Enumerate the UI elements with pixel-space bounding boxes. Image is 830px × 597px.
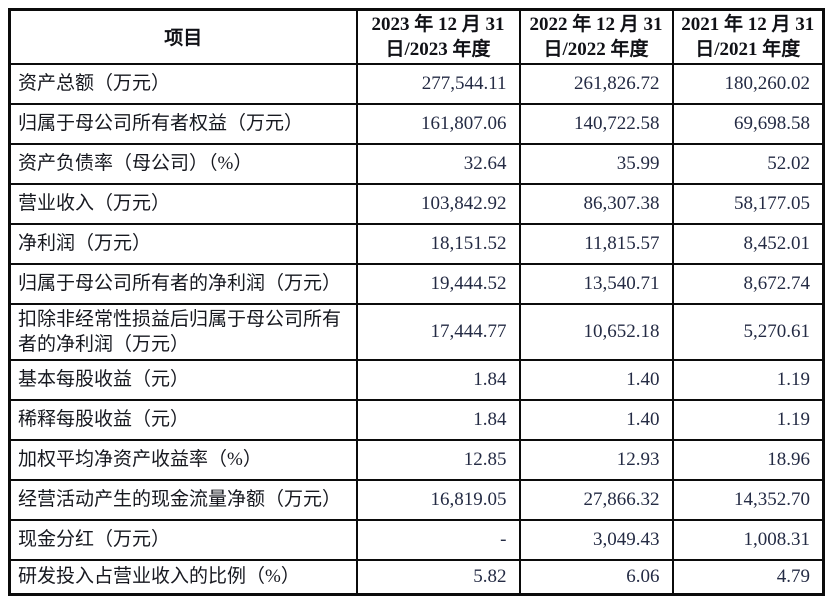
column-header-2023-line2: 日/2023 年度	[385, 38, 491, 60]
row-label: 扣除非经常性损益后归属于母公司所有者的净利润（万元）	[8, 302, 358, 361]
value-2022: 12.93	[518, 438, 674, 481]
value-2021: 18.96	[671, 438, 825, 481]
value-2022: 1.40	[518, 398, 674, 441]
value-2023: 277,544.11	[355, 62, 521, 105]
value-2022: 261,826.72	[518, 62, 674, 105]
value-2023: 5.82	[355, 558, 521, 596]
row-label: 归属于母公司所有者的净利润（万元）	[8, 262, 358, 305]
value-2021: 8,452.01	[671, 222, 825, 265]
row-label: 加权平均净资产收益率（%）	[8, 438, 358, 481]
table-row: 净利润（万元） 18,151.52 11,815.57 8,452.01	[8, 222, 825, 265]
financial-summary-table-wrap: 项目 2023 年 12 月 31 日/2023 年度 2022 年 12 月 …	[8, 8, 825, 597]
value-2021: 69,698.58	[671, 102, 825, 145]
value-2021: 1.19	[671, 358, 825, 401]
value-2022: 140,722.58	[518, 102, 674, 145]
value-2021: 1.19	[671, 398, 825, 441]
table-row: 经营活动产生的现金流量净额（万元） 16,819.05 27,866.32 14…	[8, 478, 825, 521]
value-2021: 1,008.31	[671, 518, 825, 561]
value-2023: 1.84	[355, 398, 521, 441]
value-2021: 5,270.61	[671, 302, 825, 361]
value-2022: 1.40	[518, 358, 674, 401]
table-row: 资产负债率（母公司）（%） 32.64 35.99 52.02	[8, 142, 825, 185]
column-header-2021: 2021 年 12 月 31 日/2021 年度	[671, 8, 825, 65]
table-row: 研发投入占营业收入的比例（%） 5.82 6.06 4.79	[8, 558, 825, 596]
value-2021: 14,352.70	[671, 478, 825, 521]
value-2023: 1.84	[355, 358, 521, 401]
row-label: 稀释每股收益（元）	[8, 398, 358, 441]
header-row: 项目 2023 年 12 月 31 日/2023 年度 2022 年 12 月 …	[8, 8, 825, 65]
column-header-2023: 2023 年 12 月 31 日/2023 年度	[355, 8, 521, 65]
column-header-item: 项目	[8, 8, 358, 65]
table-row: 营业收入（万元） 103,842.92 86,307.38 58,177.05	[8, 182, 825, 225]
value-2021: 4.79	[671, 558, 825, 596]
row-label: 资产总额（万元）	[8, 62, 358, 105]
row-label: 归属于母公司所有者权益（万元）	[8, 102, 358, 145]
column-header-2023-line1: 2023 年 12 月 31	[371, 13, 505, 35]
value-2022: 27,866.32	[518, 478, 674, 521]
row-label: 现金分红（万元）	[8, 518, 358, 561]
value-2022: 13,540.71	[518, 262, 674, 305]
column-header-2022-line1: 2022 年 12 月 31	[529, 13, 663, 35]
value-2023: -	[355, 518, 521, 561]
value-2023: 161,807.06	[355, 102, 521, 145]
value-2023: 19,444.52	[355, 262, 521, 305]
value-2022: 86,307.38	[518, 182, 674, 225]
financial-summary-table: 项目 2023 年 12 月 31 日/2023 年度 2022 年 12 月 …	[8, 8, 825, 597]
value-2023: 16,819.05	[355, 478, 521, 521]
value-2022: 35.99	[518, 142, 674, 185]
value-2021: 180,260.02	[671, 62, 825, 105]
row-label: 基本每股收益（元）	[8, 358, 358, 401]
row-label: 经营活动产生的现金流量净额（万元）	[8, 478, 358, 521]
row-label: 资产负债率（母公司）（%）	[8, 142, 358, 185]
value-2021: 58,177.05	[671, 182, 825, 225]
value-2022: 11,815.57	[518, 222, 674, 265]
row-label: 研发投入占营业收入的比例（%）	[8, 558, 358, 596]
value-2022: 10,652.18	[518, 302, 674, 361]
value-2023: 32.64	[355, 142, 521, 185]
value-2023: 18,151.52	[355, 222, 521, 265]
value-2023: 17,444.77	[355, 302, 521, 361]
table-row: 稀释每股收益（元） 1.84 1.40 1.19	[8, 398, 825, 441]
table-row: 扣除非经常性损益后归属于母公司所有者的净利润（万元） 17,444.77 10,…	[8, 302, 825, 361]
value-2022: 6.06	[518, 558, 674, 596]
value-2022: 3,049.43	[518, 518, 674, 561]
table-row: 加权平均净资产收益率（%） 12.85 12.93 18.96	[8, 438, 825, 481]
column-header-2022: 2022 年 12 月 31 日/2022 年度	[518, 8, 674, 65]
table-row: 归属于母公司所有者权益（万元） 161,807.06 140,722.58 69…	[8, 102, 825, 145]
table-row: 归属于母公司所有者的净利润（万元） 19,444.52 13,540.71 8,…	[8, 262, 825, 305]
value-2021: 52.02	[671, 142, 825, 185]
value-2021: 8,672.74	[671, 262, 825, 305]
table-row: 现金分红（万元） - 3,049.43 1,008.31	[8, 518, 825, 561]
column-header-2022-line2: 日/2022 年度	[543, 38, 649, 60]
value-2023: 12.85	[355, 438, 521, 481]
row-label: 净利润（万元）	[8, 222, 358, 265]
table-row: 基本每股收益（元） 1.84 1.40 1.19	[8, 358, 825, 401]
table-row: 资产总额（万元） 277,544.11 261,826.72 180,260.0…	[8, 62, 825, 105]
column-header-2021-line2: 日/2021 年度	[695, 38, 801, 60]
column-header-2021-line1: 2021 年 12 月 31	[681, 13, 815, 35]
value-2023: 103,842.92	[355, 182, 521, 225]
row-label: 营业收入（万元）	[8, 182, 358, 225]
